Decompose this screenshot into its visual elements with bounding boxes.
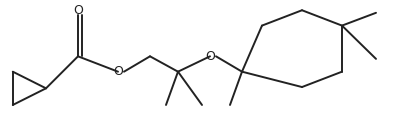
Text: O: O	[205, 50, 215, 63]
Text: O: O	[113, 65, 123, 78]
Text: O: O	[73, 4, 83, 17]
